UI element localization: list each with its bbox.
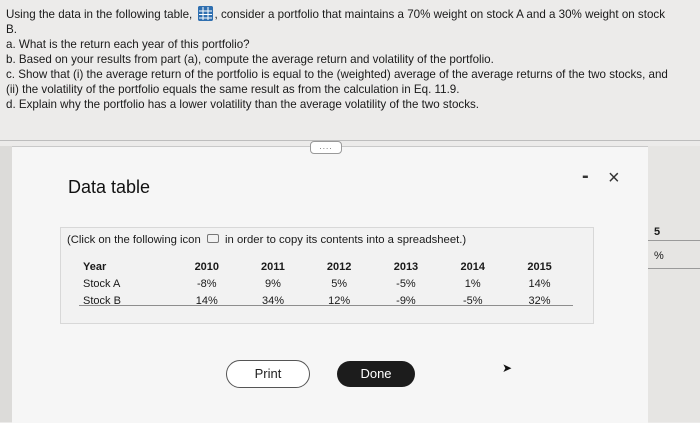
table-row: Stock A -8% 9% 5% -5% 1% 14% — [79, 275, 573, 292]
table-grid-icon[interactable] — [197, 6, 213, 21]
question-part-b: b. Based on your results from part (a), … — [6, 53, 494, 66]
table-header-cell: 2012 — [326, 260, 352, 273]
table-header-cell: 2011 — [261, 260, 285, 273]
background-rule — [648, 268, 700, 269]
table-header-cell: 2013 — [393, 260, 419, 273]
table-header-cell: 2015 — [527, 260, 552, 273]
question-part-c-1: c. Show that (i) the average return of t… — [6, 68, 668, 81]
table-cell: -8% — [197, 277, 217, 290]
table-cell: -5% — [462, 294, 483, 307]
table-cell: Stock B — [83, 294, 121, 307]
table-cell: 1% — [464, 277, 481, 290]
question-intro: Using the data in the following table, ,… — [6, 6, 665, 21]
background-text-bottom: % — [654, 250, 664, 262]
minimize-button[interactable]: - — [582, 165, 589, 187]
table-cell: 9% — [265, 277, 281, 290]
question-intro-cont: B. — [6, 23, 17, 36]
done-button[interactable]: Done — [337, 361, 415, 387]
table-header-cell: Year — [83, 260, 107, 273]
question-text: Using the data in the following table, ,… — [6, 6, 694, 112]
background-left-strip — [0, 146, 12, 422]
table-panel: (Click on the following icon in order to… — [60, 227, 594, 324]
returns-table: Year 2010 2011 2012 2013 2014 2015 Stock… — [79, 258, 573, 309]
close-button[interactable]: × — [608, 167, 620, 189]
background-text-top: 5 — [654, 226, 661, 238]
drag-handle[interactable]: .... — [310, 141, 342, 154]
background-rule — [648, 240, 700, 241]
divider — [0, 140, 700, 141]
table-cell: 14% — [195, 294, 218, 307]
table-header-row: Year 2010 2011 2012 2013 2014 2015 — [79, 258, 573, 275]
copy-icon[interactable] — [206, 234, 219, 243]
table-cell: -9% — [396, 294, 416, 307]
table-cell: 32% — [528, 294, 551, 307]
table-row: Stock B 14% 34% 12% -9% -5% 32% — [79, 292, 573, 309]
table-cell: 12% — [328, 294, 351, 307]
table-cell: 34% — [261, 294, 284, 307]
table-cell: 5% — [331, 277, 348, 290]
dialog-title: Data table — [68, 177, 151, 197]
mouse-pointer-icon: ➤ — [502, 361, 513, 375]
copy-instruction: (Click on the following icon in order to… — [67, 234, 467, 246]
table-bottom-rule — [79, 305, 573, 306]
data-table-dialog: .... Data table - × (Click on the follow… — [12, 141, 648, 423]
question-part-c-2: (ii) the volatility of the portfolio equ… — [6, 83, 460, 96]
question-part-a: a. What is the return each year of this … — [6, 38, 250, 51]
table-cell: -5% — [396, 277, 416, 290]
print-button[interactable]: Print — [226, 360, 310, 388]
table-header-cell: 2014 — [460, 260, 485, 273]
table-header-cell: 2010 — [194, 260, 220, 273]
table-cell: Stock A — [83, 277, 121, 290]
table-cell: 14% — [528, 277, 551, 290]
background-right-strip: 5 % — [648, 146, 700, 422]
question-part-d: d. Explain why the portfolio has a lower… — [6, 98, 480, 111]
